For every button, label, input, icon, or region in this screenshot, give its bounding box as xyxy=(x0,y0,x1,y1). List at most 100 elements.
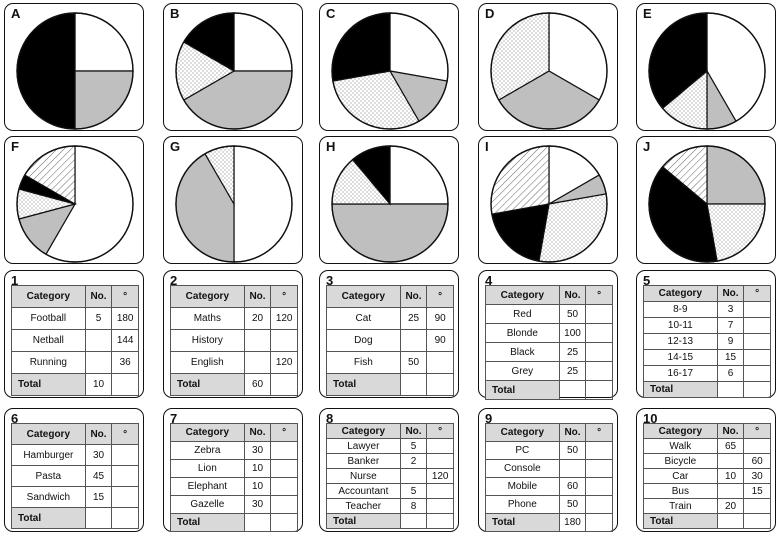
table-cell: 5 xyxy=(399,483,428,499)
table-row: Nurse 120 xyxy=(326,468,454,484)
table-label: 7 xyxy=(170,411,178,426)
table-header-cell: ° xyxy=(743,285,771,302)
table-row: Running 36 xyxy=(11,351,139,374)
table-row: 8-9 3 xyxy=(643,301,771,318)
pie-label: A xyxy=(11,6,21,21)
table-cell: 5 xyxy=(84,307,113,330)
pie-outline xyxy=(16,145,134,263)
table-row: Netball 144 xyxy=(11,329,139,352)
pie-outline xyxy=(175,145,293,263)
table-cell xyxy=(716,453,745,469)
table-cell: 2 xyxy=(399,453,428,469)
table-cell: History xyxy=(170,329,245,352)
table-cell: Walk xyxy=(643,438,718,454)
table-cell: Accountant xyxy=(326,483,401,499)
table-cell: 20 xyxy=(243,307,272,330)
table-label: 1 xyxy=(11,273,19,288)
pie-chart xyxy=(490,12,608,130)
table-cell xyxy=(111,373,139,396)
table-header-row: Category No. ° xyxy=(643,423,771,439)
table-cell: Netball xyxy=(11,329,86,352)
table-cell: 60 xyxy=(743,453,771,469)
table-cell xyxy=(243,351,272,374)
table-cell xyxy=(426,483,454,499)
data-table: Category No. ° PC 50 Console Mobile 60 Phone 50 To… xyxy=(485,423,613,532)
total-label: Total xyxy=(485,380,560,400)
table-cell xyxy=(399,373,428,396)
pie-chart xyxy=(331,145,449,263)
table-cell xyxy=(585,323,613,343)
table-cell xyxy=(585,495,613,514)
table-cell: Console xyxy=(485,459,560,478)
table-row: Red 50 xyxy=(485,304,613,324)
table-cell: 144 xyxy=(111,329,139,352)
table-cell xyxy=(585,380,613,400)
table-header-cell: Category xyxy=(326,423,401,439)
table-cell: 14-15 xyxy=(643,349,718,366)
table-card-3: 3 Category No. ° Cat 25 90 Dog 90 Fish 50 Total xyxy=(319,270,459,398)
table-row: Car 10 30 xyxy=(643,468,771,484)
table-total-row: Total xyxy=(643,513,771,529)
table-header-cell: ° xyxy=(270,423,298,442)
table-header-cell: ° xyxy=(585,285,613,305)
table-cell: 25 xyxy=(558,342,587,362)
table-total-row: Total xyxy=(643,381,771,398)
table-row: Fish 50 xyxy=(326,351,454,374)
table-label: 10 xyxy=(643,411,658,426)
table-header-cell: ° xyxy=(111,423,139,445)
pie-card-f: F xyxy=(4,136,144,264)
total-label: Total xyxy=(643,513,718,529)
table-row: Accountant 5 xyxy=(326,483,454,499)
pie-outline xyxy=(648,12,766,130)
table-header-row: Category No. ° xyxy=(485,423,613,442)
pie-card-g: G xyxy=(163,136,303,264)
pie-slice-white xyxy=(233,12,293,72)
pie-chart xyxy=(331,12,449,130)
table-header-cell: Category xyxy=(11,285,86,308)
pie-outline xyxy=(490,145,608,263)
pie-chart xyxy=(490,145,608,263)
pie-slice-white xyxy=(233,145,293,263)
table-cell xyxy=(270,477,298,496)
table-cell: Red xyxy=(485,304,560,324)
table-cell xyxy=(743,349,771,366)
table-cell xyxy=(716,381,745,398)
table-header-cell: No. xyxy=(558,285,587,305)
total-label: Total xyxy=(643,381,718,398)
table-header-row: Category No. ° xyxy=(326,285,454,308)
table-row: Maths 20 120 xyxy=(170,307,298,330)
pie-outline xyxy=(331,12,449,130)
pie-card-d: D xyxy=(478,3,618,131)
table-cell: 10 xyxy=(84,373,113,396)
table-cell xyxy=(399,468,428,484)
table-header-row: Category No. ° xyxy=(11,423,139,445)
pie-slice-black xyxy=(16,12,76,130)
table-cell: 50 xyxy=(399,351,428,374)
table-cell: Phone xyxy=(485,495,560,514)
table-row: Hamburger 30 xyxy=(11,444,139,466)
table-header-row: Category No. ° xyxy=(485,285,613,305)
table-cell: 60 xyxy=(243,373,272,396)
table-header-cell: No. xyxy=(399,423,428,439)
table-cell: Maths xyxy=(170,307,245,330)
table-cell: 120 xyxy=(270,307,298,330)
table-label: 9 xyxy=(485,411,493,426)
table-cell xyxy=(585,477,613,496)
table-header-cell: ° xyxy=(743,423,771,439)
table-header-cell: Category xyxy=(485,285,560,305)
data-table: Category No. ° Hamburger 30 Pasta 45 Sandwich 15… xyxy=(11,423,139,529)
table-cell xyxy=(426,351,454,374)
table-row: Black 25 xyxy=(485,342,613,362)
table-row: Grey 25 xyxy=(485,361,613,381)
table-label: 2 xyxy=(170,273,178,288)
table-header-row: Category No. ° xyxy=(326,423,454,439)
table-row: Bus 15 xyxy=(643,483,771,499)
table-cell: Elephant xyxy=(170,477,245,496)
table-cell xyxy=(270,513,298,532)
total-label: Total xyxy=(485,513,560,532)
table-cell xyxy=(743,438,771,454)
table-label: 4 xyxy=(485,273,493,288)
table-header-cell: Category xyxy=(643,423,718,439)
table-cell: Football xyxy=(11,307,86,330)
table-cell xyxy=(743,513,771,529)
